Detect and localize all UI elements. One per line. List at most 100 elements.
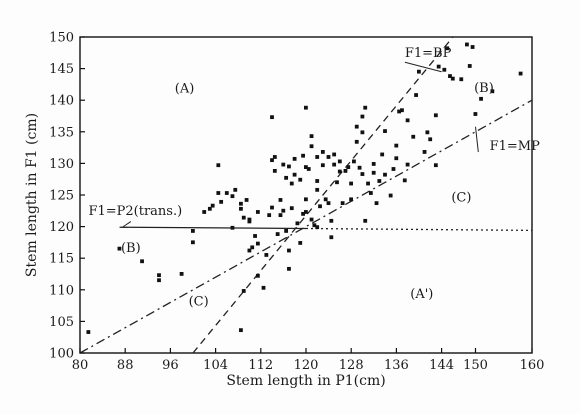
data-point [349, 181, 353, 186]
data-point [315, 179, 320, 183]
data-point [270, 115, 274, 120]
reference-lines [79, 36, 533, 354]
data-point [400, 108, 404, 113]
data-point [433, 113, 438, 118]
data-point [518, 71, 523, 76]
data-point [360, 114, 365, 119]
data-point [157, 273, 161, 278]
data-point [354, 139, 359, 144]
y-axis-title: Stem length in F1 (cm) [24, 113, 40, 277]
data-point [281, 162, 286, 167]
data-point [490, 89, 495, 94]
data-point [278, 198, 283, 202]
data-point [473, 112, 478, 116]
x-tick-label: 112 [248, 358, 273, 373]
data-point [371, 162, 376, 166]
data-point [329, 218, 334, 223]
data-point [467, 64, 472, 68]
data-point [309, 144, 314, 149]
data-point [202, 210, 207, 214]
data-point [445, 46, 450, 51]
reference-line-dashed [192, 36, 454, 354]
data-point [239, 201, 243, 206]
data-point [315, 187, 320, 192]
data-point [270, 205, 274, 210]
data-point [332, 162, 337, 167]
data-point [315, 225, 320, 230]
data-point [301, 211, 305, 216]
region-label: (A') [410, 287, 433, 302]
y-tick-label: 100 [49, 347, 74, 362]
annotation-arrow [475, 126, 479, 153]
data-point [312, 223, 317, 228]
data-point [244, 198, 249, 202]
data-point [326, 155, 331, 159]
region-label: (C) [189, 295, 209, 310]
x-tick-label: 104 [203, 358, 228, 373]
data-point [360, 172, 365, 176]
x-tick-label: 80 [72, 358, 89, 373]
line-labels: F1=BP F1=MP F1=P2(trans.) [88, 46, 540, 219]
data-point [349, 197, 353, 202]
data-point [363, 105, 368, 110]
reference-line-solid [119, 226, 307, 230]
data-point [394, 143, 399, 148]
data-point [433, 163, 438, 168]
data-point [304, 165, 308, 169]
data-point [255, 241, 260, 246]
data-point [157, 278, 161, 283]
x-tick-label: 120 [294, 358, 319, 373]
data-point [309, 217, 314, 222]
data-point [287, 248, 291, 253]
data-point [289, 206, 294, 211]
data-points [86, 42, 523, 334]
data-point [394, 156, 399, 161]
data-point [346, 165, 351, 169]
data-point [247, 248, 252, 253]
data-point [318, 204, 322, 209]
data-point [363, 218, 368, 223]
data-point [383, 129, 387, 133]
data-point [414, 93, 418, 97]
data-point [250, 245, 255, 250]
data-point [352, 159, 356, 164]
data-point [383, 172, 387, 177]
region-label: (A) [175, 82, 195, 97]
data-point [465, 42, 469, 47]
data-point [292, 156, 297, 161]
data-point [304, 210, 308, 214]
data-point [179, 272, 184, 276]
data-point [417, 69, 421, 74]
reference-line-dashdot [79, 99, 533, 354]
data-point [422, 150, 427, 154]
x-axis-title: Stem length in P1(cm) [226, 373, 385, 389]
data-point [397, 109, 402, 114]
data-point [448, 74, 452, 78]
data-point [377, 179, 382, 183]
data-point [337, 169, 342, 174]
data-point [272, 155, 277, 159]
data-point [315, 155, 320, 159]
data-point [270, 158, 274, 163]
data-point [224, 191, 229, 195]
data-point [405, 162, 410, 167]
data-point [275, 232, 280, 236]
y-tick-label: 105 [49, 315, 74, 330]
data-point [117, 246, 122, 251]
x-tick-label: 150 [463, 358, 488, 373]
data-point [405, 118, 410, 123]
data-point [239, 328, 243, 333]
data-point [241, 215, 246, 220]
y-tick-label: 120 [49, 220, 74, 235]
data-point [247, 219, 252, 224]
data-point [287, 266, 291, 271]
data-point [140, 259, 144, 264]
line-label: F1=BP [405, 46, 452, 61]
data-point [335, 180, 339, 185]
data-point [86, 330, 91, 334]
data-point [479, 96, 483, 101]
x-tick-label: 144 [429, 358, 454, 373]
y-tick-label: 130 [49, 157, 74, 172]
